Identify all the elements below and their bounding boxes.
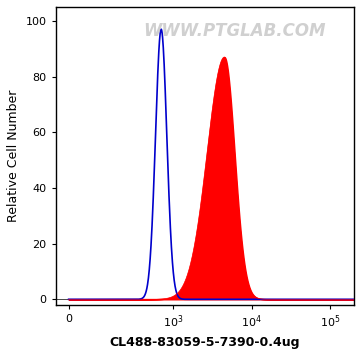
X-axis label: CL488-83059-5-7390-0.4ug: CL488-83059-5-7390-0.4ug: [109, 336, 300, 349]
Text: WWW.PTGLAB.COM: WWW.PTGLAB.COM: [143, 22, 326, 40]
Y-axis label: Relative Cell Number: Relative Cell Number: [7, 90, 20, 222]
